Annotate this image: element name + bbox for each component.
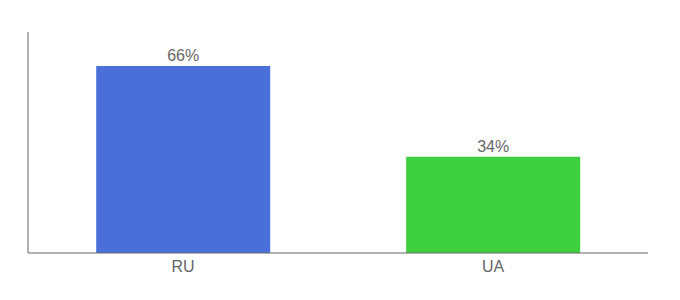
svg-text:RU: RU (171, 258, 194, 275)
svg-text:34%: 34% (477, 138, 509, 155)
svg-text:66%: 66% (167, 47, 199, 64)
svg-text:UA: UA (482, 258, 505, 275)
